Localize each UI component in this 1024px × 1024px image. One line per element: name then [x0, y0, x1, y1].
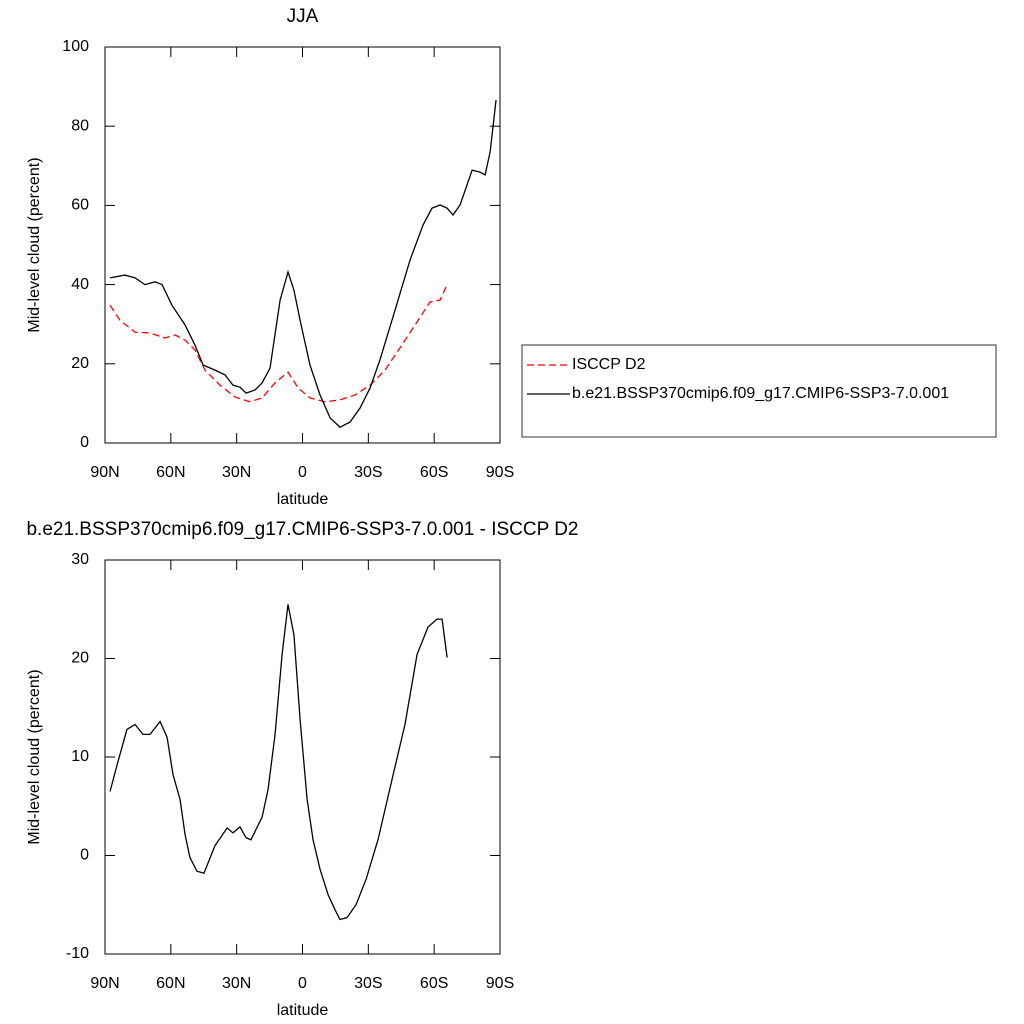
- x-tick-label: 0: [298, 975, 307, 992]
- y-tick-label: 20: [71, 650, 89, 667]
- data-line: [109, 604, 448, 921]
- y-tick-label: 10: [71, 748, 89, 765]
- y-tick-label: 60: [71, 197, 89, 214]
- x-tick-label: 90N: [90, 464, 119, 481]
- y-axis-label: Mid-level cloud (percent): [26, 669, 43, 844]
- y-tick-label: 0: [80, 434, 89, 451]
- plot-frame: [104, 46, 501, 444]
- data-line: [109, 284, 448, 403]
- y-tick-label: 40: [71, 276, 89, 293]
- x-tick-label: 30N: [222, 464, 251, 481]
- legend-box: [521, 344, 997, 438]
- x-tick-label: 0: [298, 464, 307, 481]
- x-tick-label: 90S: [486, 975, 514, 992]
- legend-label: ISCCP D2: [572, 356, 646, 373]
- y-tick-label: -10: [66, 945, 89, 962]
- legend-label: b.e21.BSSP370cmip6.f09_g17.CMIP6-SSP3-7.…: [572, 385, 949, 402]
- y-tick-label: 20: [71, 355, 89, 372]
- x-tick-label: 60N: [156, 464, 185, 481]
- x-axis-label: latitude: [277, 491, 329, 508]
- x-tick-label: 90N: [90, 975, 119, 992]
- x-tick-label: 30S: [354, 464, 382, 481]
- y-tick-label: 0: [80, 847, 89, 864]
- chart-title: JJA: [287, 6, 319, 27]
- chart-title: b.e21.BSSP370cmip6.f09_g17.CMIP6-SSP3-7.…: [26, 519, 578, 540]
- y-tick-label: 80: [71, 117, 89, 134]
- y-tick-label: 100: [62, 38, 89, 55]
- x-tick-label: 30N: [222, 975, 251, 992]
- x-axis-label: latitude: [277, 1002, 329, 1019]
- x-tick-label: 30S: [354, 975, 382, 992]
- x-tick-label: 60S: [420, 975, 448, 992]
- data-line: [109, 99, 497, 428]
- x-tick-label: 60S: [420, 464, 448, 481]
- y-tick-label: 30: [71, 551, 89, 568]
- x-tick-label: 60N: [156, 975, 185, 992]
- x-tick-label: 90S: [486, 464, 514, 481]
- y-axis-label: Mid-level cloud (percent): [26, 157, 43, 332]
